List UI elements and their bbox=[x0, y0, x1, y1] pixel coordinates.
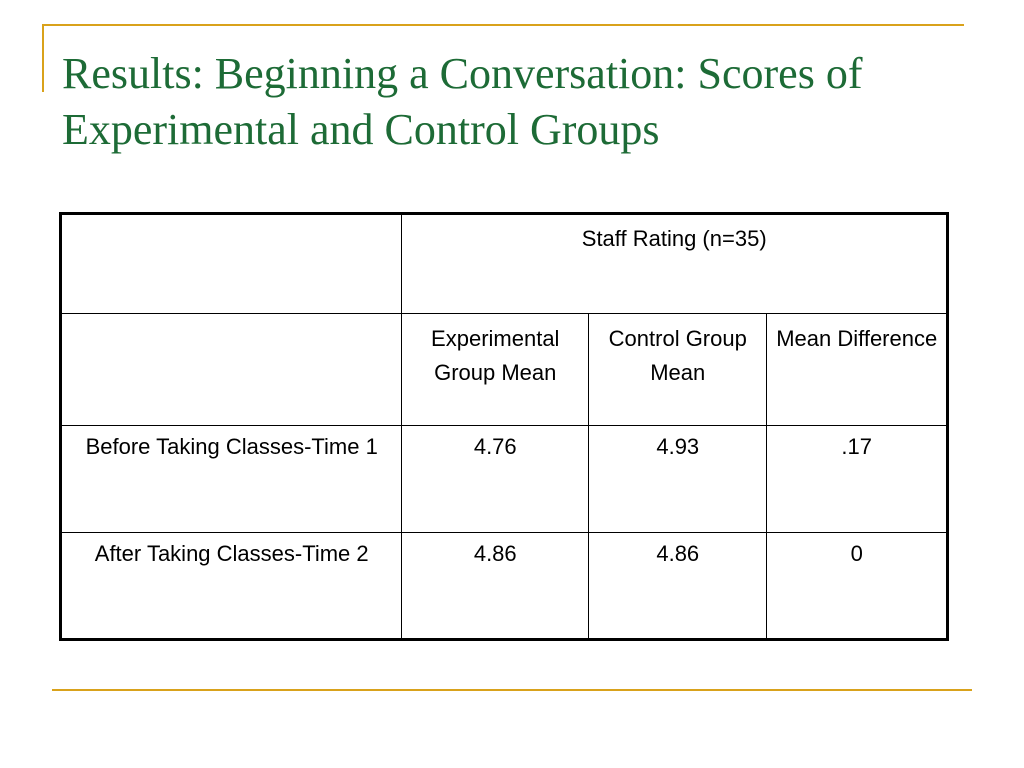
slide-title: Results: Beginning a Conversation: Score… bbox=[62, 49, 863, 154]
empty-label-cell bbox=[59, 313, 403, 426]
table-subheader-row: Experimental Group Mean Control Group Me… bbox=[59, 313, 948, 426]
accent-bottom-line bbox=[52, 689, 972, 691]
staff-rating-header: Staff Rating (n=35) bbox=[401, 213, 948, 314]
cell-mean-difference: .17 bbox=[766, 425, 948, 533]
column-header-control: Control Group Mean bbox=[588, 313, 768, 426]
cell-control-mean: 4.86 bbox=[588, 532, 768, 640]
cell-mean-difference: 0 bbox=[766, 532, 948, 640]
cell-experimental-mean: 4.76 bbox=[401, 425, 590, 533]
column-header-mean-difference: Mean Difference bbox=[766, 313, 948, 426]
accent-top-line bbox=[42, 24, 964, 26]
empty-corner-cell bbox=[59, 213, 403, 314]
row-label-time-2: After Taking Classes-Time 2 bbox=[59, 532, 403, 640]
table-row: After Taking Classes-Time 2 4.86 4.86 0 bbox=[59, 532, 948, 640]
column-header-experimental: Experimental Group Mean bbox=[401, 313, 590, 426]
row-label-time-1: Before Taking Classes-Time 1 bbox=[59, 425, 403, 533]
cell-control-mean: 4.93 bbox=[588, 425, 768, 533]
table-row: Before Taking Classes-Time 1 4.76 4.93 .… bbox=[59, 425, 948, 533]
results-table: Staff Rating (n=35) Experimental Group M… bbox=[59, 212, 949, 641]
accent-vertical-line bbox=[42, 24, 44, 92]
table-header-row: Staff Rating (n=35) bbox=[59, 213, 948, 314]
cell-experimental-mean: 4.86 bbox=[401, 532, 590, 640]
